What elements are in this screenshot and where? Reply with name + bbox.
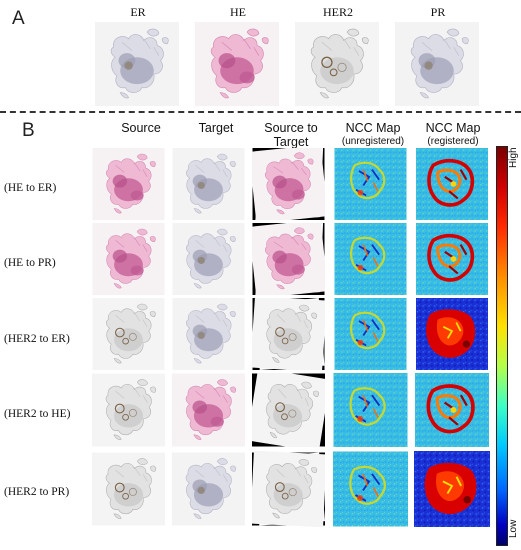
ncc-map-unregistered [333, 223, 408, 295]
panel-b-letter: B [22, 120, 35, 141]
ncc-map-unregistered [333, 298, 408, 370]
column-subtitle: (unregistered) [341, 136, 405, 147]
stain-label-pr: PR [430, 5, 446, 19]
panel-a-he-slide [193, 22, 281, 106]
ncc-map-unregistered [333, 373, 408, 447]
ncc-map-unregistered [333, 451, 408, 527]
warped-source-image [252, 223, 325, 295]
panel-a-er-slide [93, 22, 181, 106]
target-image [172, 451, 245, 527]
warped-source-image [252, 148, 325, 220]
column-title: Target [198, 121, 234, 135]
ncc-map-registered [414, 451, 490, 527]
warped-source-image [252, 298, 325, 370]
column-title: Source [121, 121, 161, 135]
target-image [172, 223, 245, 295]
source-image [92, 451, 165, 527]
warped-source-image [252, 451, 325, 527]
source-image [92, 298, 165, 370]
stain-label-er: ER [130, 5, 146, 19]
stain-label-her2: HER2 [323, 5, 353, 19]
panel-a-her2-slide [293, 22, 381, 106]
column-subtitle: (registered) [427, 136, 479, 147]
ncc-map-registered [414, 298, 490, 370]
ncc-map-registered [414, 373, 490, 447]
source-image [92, 148, 165, 220]
ncc-map-registered [414, 223, 490, 295]
column-title: NCC Map [425, 121, 481, 135]
column-header-source: Source [96, 121, 186, 135]
panel-a-pr-slide [393, 22, 481, 106]
panel-a-letter: A [12, 8, 25, 29]
row-label-he-to-er: (HE to ER) [4, 182, 57, 194]
target-image [172, 148, 245, 220]
warped-source-image [252, 373, 325, 447]
ncc-map-registered [414, 148, 490, 220]
target-image [172, 298, 245, 370]
target-image [172, 373, 245, 447]
column-header-source-to-target: Source to Target [251, 121, 331, 149]
column-title: NCC Map [345, 121, 401, 135]
column-header-ncc-unregistered: NCC Map (unregistered) [333, 121, 413, 149]
column-header-ncc-registered: NCC Map (registered) [413, 121, 493, 149]
ncc-colorbar [496, 146, 508, 546]
colorbar-low-label: Low [508, 519, 519, 538]
source-image [92, 373, 165, 447]
row-label-he-to-pr: (HE to PR) [4, 257, 56, 269]
column-header-target: Target [171, 121, 261, 135]
colorbar-high-label: High [508, 147, 519, 168]
source-image [92, 223, 165, 295]
ncc-map-unregistered [333, 148, 408, 220]
row-label-her2-to-pr: (HER2 to PR) [4, 486, 70, 498]
row-label-her2-to-he: (HER2 to HE) [4, 408, 71, 420]
stain-label-he: HE [230, 5, 246, 19]
column-title: Source to Target [264, 121, 318, 149]
row-label-her2-to-er: (HER2 to ER) [4, 333, 70, 345]
panel-divider [0, 111, 521, 113]
